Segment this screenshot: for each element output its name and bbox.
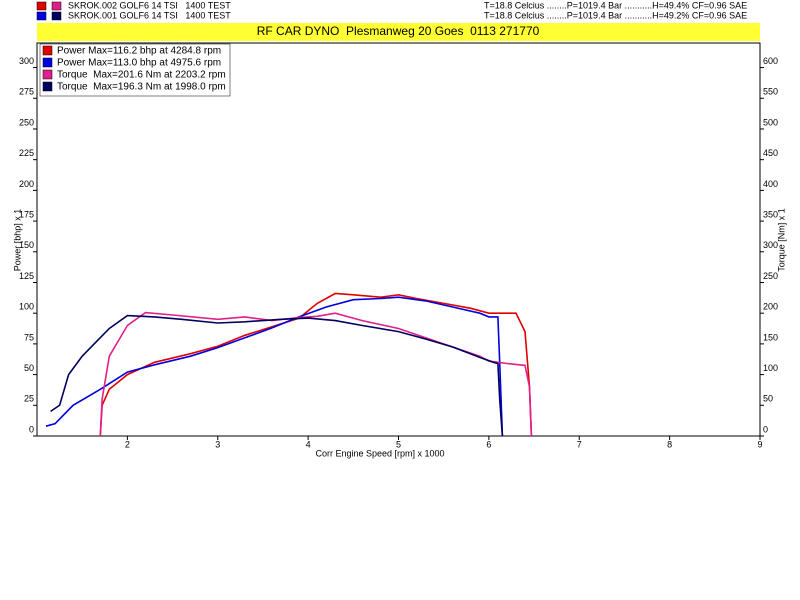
y2-tick-label: 500 — [763, 117, 778, 127]
y-tick-label: 50 — [24, 363, 34, 373]
run-conditions: T=18.8 Celcius ........P=1019.4 Bar ....… — [484, 0, 747, 10]
run-color-box — [51, 1, 62, 11]
y2-tick-label: 300 — [763, 240, 778, 250]
y-tick-label: 100 — [19, 302, 34, 312]
y2-tick-label: 150 — [763, 332, 778, 342]
x-tick-label: 7 — [577, 439, 582, 449]
y-tick-label: 175 — [19, 209, 34, 219]
legend-swatch — [42, 69, 53, 80]
y2-tick-label: 200 — [763, 302, 778, 312]
series-line — [50, 314, 504, 437]
series-line — [99, 311, 533, 437]
run-conditions: T=18.8 Celcius ........P=1019.4 Bar ....… — [484, 10, 747, 20]
legend-label: Power Max=113.0 bhp at 4975.6 rpm — [57, 58, 221, 69]
y2-tick-label: 600 — [763, 56, 778, 66]
y-tick-label: 125 — [19, 271, 34, 281]
legend-swatch — [42, 57, 53, 68]
y2-tick-label: 100 — [763, 363, 778, 373]
x-tick-label: 5 — [396, 439, 401, 449]
x-tick-label: 2 — [125, 439, 130, 449]
legend-box — [39, 43, 231, 97]
y2-tick-label: 550 — [763, 87, 778, 97]
run-name: SKROK.001 GOLF6 14 TSI 1400 TEST — [68, 10, 231, 20]
x-axis-label: Corr Engine Speed [rpm] x 1000 — [315, 448, 444, 458]
series-line — [45, 296, 504, 437]
y2-tick-label: 450 — [763, 148, 778, 158]
legend-swatch — [42, 81, 53, 92]
x-tick-label: 6 — [486, 439, 491, 449]
y-tick-label: 300 — [19, 56, 34, 66]
legend-label: Power Max=116.2 bhp at 4284.8 rpm — [57, 46, 221, 57]
x-tick-label: 3 — [215, 439, 220, 449]
y2-axis-label: Torque [Nm] x 1 — [776, 208, 786, 272]
series-line — [99, 292, 533, 437]
y-tick-label: 25 — [24, 394, 34, 404]
legend-label: Torque Max=196.3 Nm at 1998.0 rpm — [57, 82, 226, 93]
title-bar — [37, 23, 760, 41]
x-tick-label: 8 — [667, 439, 672, 449]
y-tick-label: 75 — [24, 332, 34, 342]
run-name: SKROK.002 GOLF6 14 TSI 1400 TEST — [68, 0, 231, 10]
x-tick-label: 9 — [757, 439, 762, 449]
run-color-box — [36, 1, 47, 11]
y2-tick-label: 400 — [763, 179, 778, 189]
y2-tick-label: 0 — [763, 424, 768, 434]
legend-label: Torque Max=201.6 Nm at 2203.2 rpm — [57, 70, 226, 81]
y-tick-label: 275 — [19, 87, 34, 97]
y-axis-label: Power [bhp] x 1 — [12, 209, 22, 272]
y2-tick-label: 250 — [763, 271, 778, 281]
legend-swatch — [42, 45, 53, 56]
y-tick-label: 150 — [19, 240, 34, 250]
y2-tick-label: 350 — [763, 209, 778, 219]
y-tick-label: 200 — [19, 179, 34, 189]
y-tick-label: 0 — [29, 424, 34, 434]
run-color-box — [36, 11, 47, 21]
y-tick-label: 250 — [19, 117, 34, 127]
y2-tick-label: 50 — [763, 394, 773, 404]
chart-title: RF CAR DYNO Plesmanweg 20 Goes 0113 2717… — [257, 24, 540, 38]
run-color-box — [51, 11, 62, 21]
y-tick-label: 225 — [19, 148, 34, 158]
x-tick-label: 4 — [306, 439, 311, 449]
